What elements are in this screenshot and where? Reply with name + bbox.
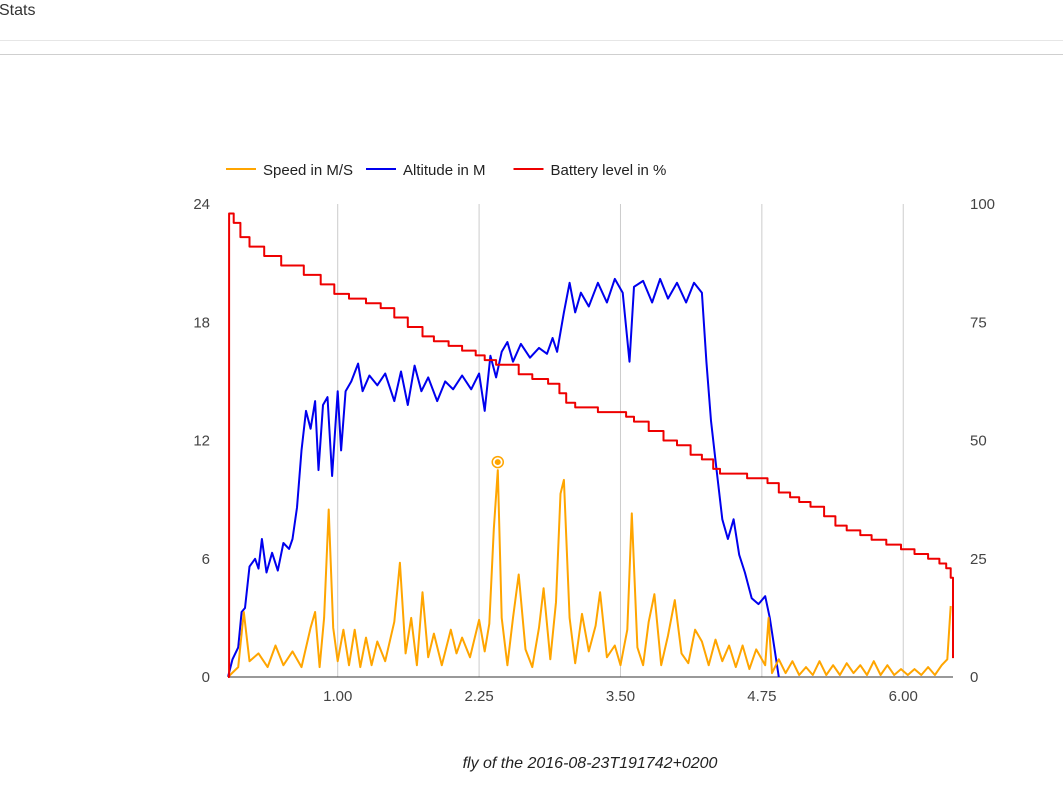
left-axis-tick-label: 0 bbox=[202, 669, 210, 686]
series-line-speed-in-m-s bbox=[227, 469, 952, 678]
left-axis-tick-label: 18 bbox=[193, 314, 210, 331]
left-axis-tick-label: 24 bbox=[193, 196, 210, 213]
right-axis-tick-label: 75 bbox=[970, 314, 987, 331]
x-tick-label: 4.75 bbox=[747, 688, 776, 705]
right-axis-tick-label: 100 bbox=[970, 196, 995, 213]
right-axis-tick-label: 25 bbox=[970, 551, 987, 568]
x-tick-label: 3.50 bbox=[606, 688, 635, 705]
right-axis-tick-label: 0 bbox=[970, 669, 978, 686]
page-title: Stats bbox=[0, 2, 36, 19]
highlight-point bbox=[494, 459, 501, 466]
series-line-altitude-in-m bbox=[227, 277, 780, 678]
page-header: Stats bbox=[0, 0, 1063, 41]
header-divider bbox=[0, 54, 1063, 55]
right-axis-tick-label: 50 bbox=[970, 433, 987, 450]
x-tick-label: 6.00 bbox=[889, 688, 918, 705]
series-line-battery-level-in- bbox=[228, 212, 954, 678]
x-tick-label: 2.25 bbox=[464, 688, 493, 705]
chart-caption: fly of the 2016-08-23T191742+0200 bbox=[462, 755, 718, 772]
legend-label: Altitude in M bbox=[403, 162, 486, 179]
left-axis-tick-label: 6 bbox=[202, 551, 210, 568]
left-axis-tick-label: 12 bbox=[193, 433, 210, 450]
legend-label: Speed in M/S bbox=[263, 162, 353, 179]
x-tick-label: 1.00 bbox=[323, 688, 352, 705]
legend-label: Battery level in % bbox=[551, 162, 667, 179]
